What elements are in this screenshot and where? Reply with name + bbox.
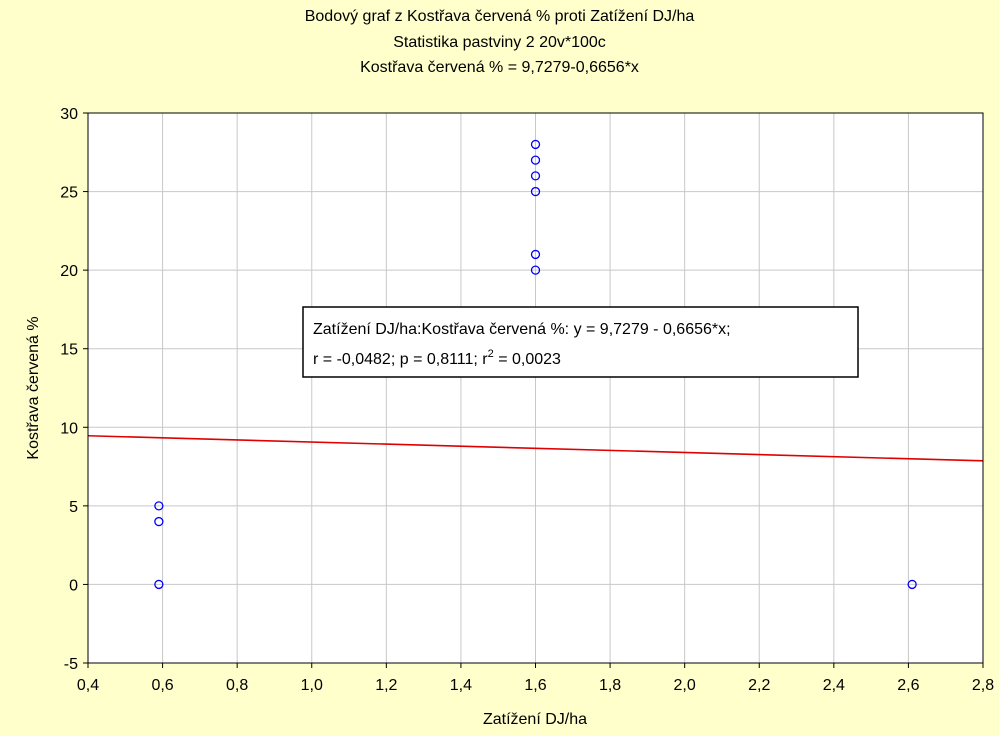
chart-title: Bodový graf z Kostřava červená % proti Z… — [304, 8, 695, 25]
data-point — [530, 249, 541, 260]
x-tick-label: 1,8 — [599, 677, 621, 694]
regression-line — [87, 434, 984, 462]
stats-text-prefix: r = -0,0482; p = 0,8111; r — [313, 351, 488, 368]
y-tick-label: -5 — [64, 656, 78, 673]
regression-equation-title: Kostřava červená % = 9,7279-0,6656*x — [360, 59, 639, 76]
x-tick-label: 2,2 — [748, 677, 770, 694]
data-point — [154, 501, 164, 511]
stats-box-statistics: r = -0,0482; p = 0,8111; r2 = 0,0023 — [313, 348, 561, 368]
data-point — [154, 516, 164, 527]
x-tick-label: 2,6 — [897, 677, 919, 694]
y-tick-label: 25 — [60, 185, 78, 202]
x-axis-ticks: 0,4 0,6 0,8 1,0 1,2 1,4 1,6 1,8 2,0 2,2 2,4 2,6 2,8 — [77, 663, 994, 694]
data-point — [530, 155, 541, 165]
data-points — [154, 139, 917, 590]
x-tick-label: 1,2 — [375, 677, 397, 694]
data-point — [530, 139, 541, 150]
x-tick-label: 0,8 — [226, 677, 248, 694]
chart-subtitle: Statistika pastviny 2 20v*100c — [393, 34, 606, 51]
y-axis-title: Kostřava červená % — [25, 316, 42, 459]
data-point — [530, 265, 541, 275]
data-point — [154, 579, 164, 590]
x-tick-label: 1,0 — [301, 677, 323, 694]
regression-stats-box: Zatížení DJ/ha:Kostřava červená %: y = 9… — [302, 306, 859, 378]
y-tick-label: 15 — [60, 342, 78, 359]
x-axis-title: Zatížení DJ/ha — [483, 711, 587, 728]
x-tick-label: 0,6 — [151, 677, 173, 694]
data-point — [530, 171, 541, 181]
x-tick-label: 1,6 — [524, 677, 546, 694]
y-tick-label: 5 — [69, 499, 78, 516]
x-tick-label: 0,4 — [77, 677, 99, 694]
stats-text-superscript: 2 — [488, 348, 494, 360]
y-tick-label: 20 — [60, 263, 78, 280]
x-tick-label: 2,4 — [823, 677, 845, 694]
y-axis-ticks: -5 0 5 10 15 20 25 30 — [60, 106, 88, 673]
regression-line-layer — [87, 434, 984, 462]
x-tick-label: 2,8 — [972, 677, 994, 694]
data-point — [907, 579, 917, 590]
stats-text-suffix: = 0,0023 — [494, 351, 561, 368]
y-tick-label: 0 — [69, 577, 78, 594]
y-tick-label: 10 — [60, 420, 78, 437]
x-tick-label: 2,0 — [674, 677, 696, 694]
data-point — [530, 186, 541, 197]
stats-box-equation: Zatížení DJ/ha:Kostřava červená %: y = 9… — [313, 321, 731, 338]
stats-box-frame — [302, 306, 859, 378]
y-tick-label: 30 — [60, 106, 78, 123]
x-tick-label: 1,4 — [450, 677, 472, 694]
